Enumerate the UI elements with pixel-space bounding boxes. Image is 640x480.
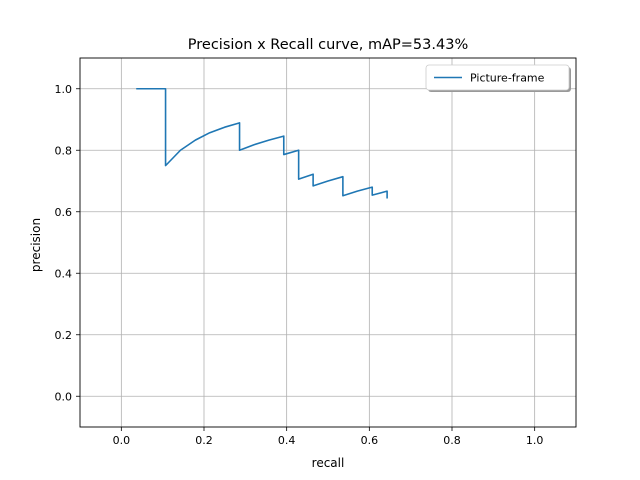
plot-frame (79, 57, 577, 428)
y-tick-label: 1.0 (55, 83, 73, 96)
x-tick-label: 0.0 (113, 434, 131, 447)
y-tick-label: 0.2 (55, 329, 73, 342)
x-axis-label: recall (312, 456, 345, 470)
legend-label: Picture-frame (470, 72, 545, 85)
y-axis-ticks: 0.0 0.2 0.4 0.6 0.8 1.0 (55, 83, 80, 403)
y-tick-label: 0.8 (55, 144, 73, 157)
legend: Picture-frame (425, 64, 571, 92)
grid-lines (80, 58, 576, 427)
x-tick-label: 0.8 (443, 434, 461, 447)
x-tick-label: 0.6 (361, 434, 379, 447)
series-layer (136, 87, 388, 199)
y-tick-label: 0.0 (55, 390, 73, 403)
y-tick-label: 0.4 (55, 267, 73, 280)
legend-box (425, 64, 570, 91)
y-tick-label: 0.6 (55, 206, 73, 219)
x-tick-label: 0.2 (195, 434, 213, 447)
x-axis-ticks: 0.0 0.2 0.4 0.6 0.8 1.0 (113, 427, 544, 447)
chart-title: Precision x Recall curve, mAP=53.43% (188, 37, 468, 53)
x-tick-label: 1.0 (526, 434, 544, 447)
x-tick-label: 0.4 (278, 434, 296, 447)
y-axis-label: precision (29, 218, 43, 272)
series-line-picture-frame (136, 87, 388, 199)
